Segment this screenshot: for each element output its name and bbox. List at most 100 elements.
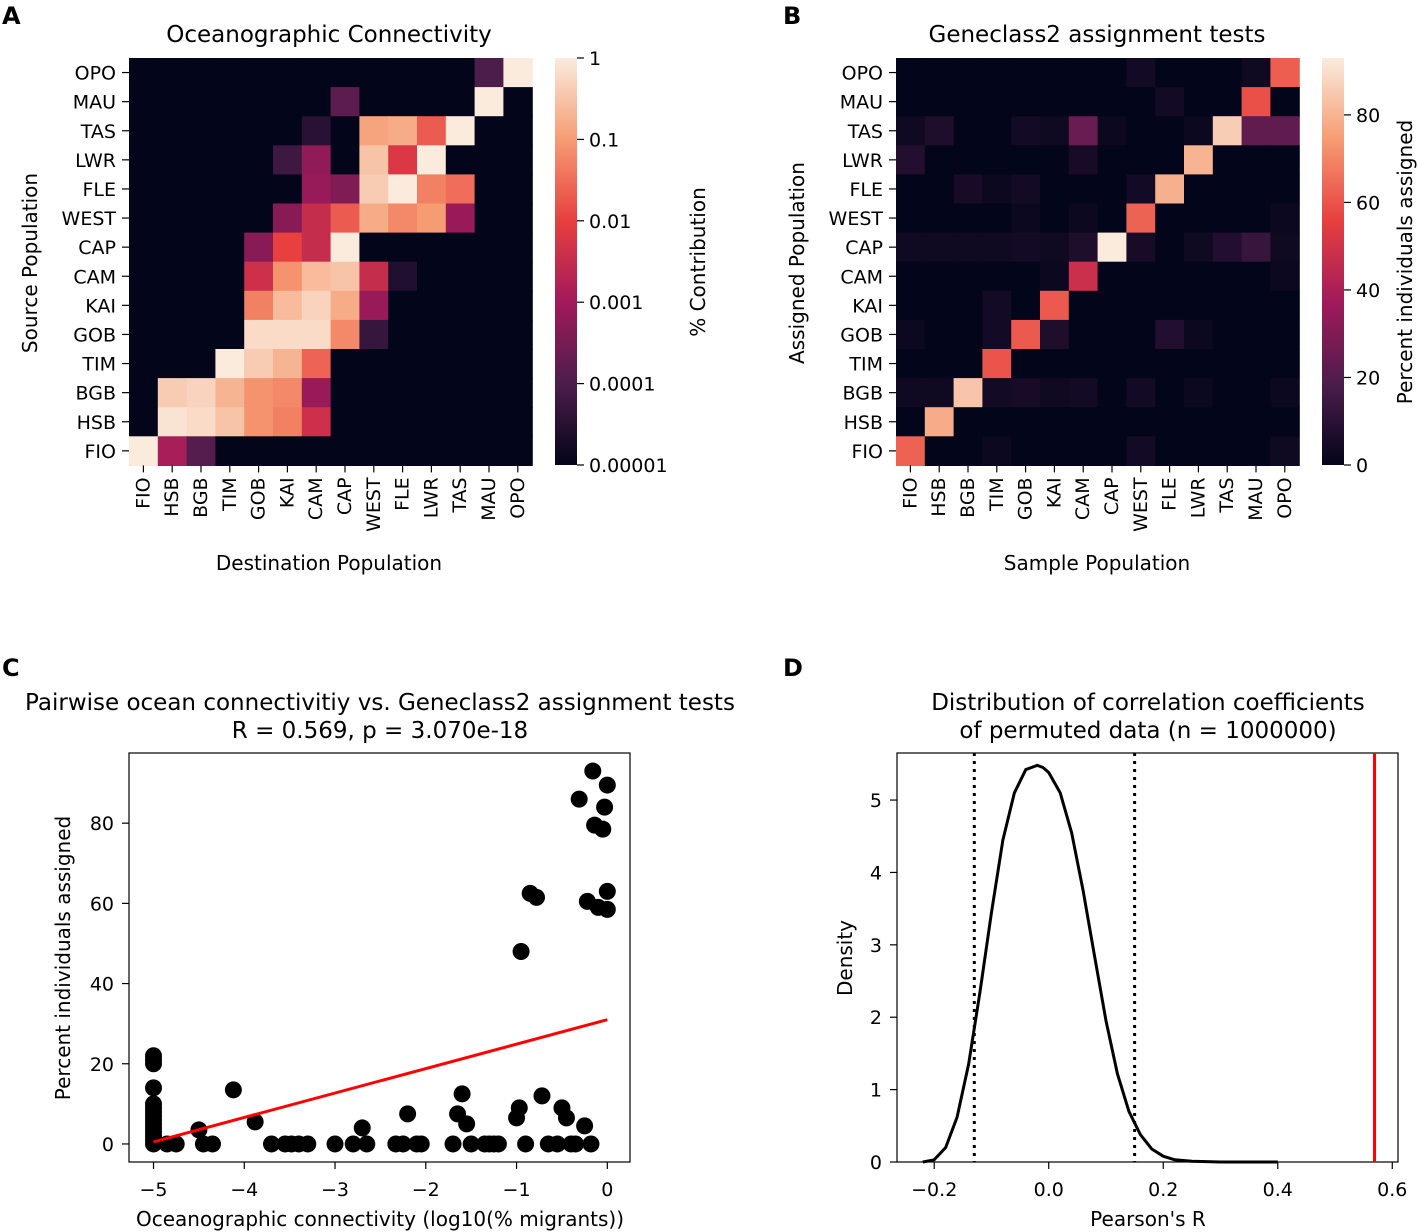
- heatmap-cell: [1270, 174, 1300, 205]
- panel-d-density-curve: [922, 763, 1278, 1164]
- heatmap-cell: [1068, 203, 1099, 234]
- heatmap-cell: [1040, 349, 1070, 379]
- scatter-point: [528, 888, 546, 906]
- heatmap-cell: [388, 174, 418, 205]
- heatmap-cell: [1212, 174, 1243, 205]
- heatmap-cell: [273, 174, 303, 205]
- heatmap-cell: [924, 145, 955, 175]
- heatmap-cell: [1212, 378, 1243, 408]
- heatmap-cell: [1212, 145, 1243, 175]
- scatter-point: [567, 1135, 585, 1153]
- heatmap-cell: [215, 116, 245, 146]
- heatmap-cell: [129, 319, 159, 350]
- heatmap-cell: [896, 203, 926, 234]
- panel-letter-d: D: [783, 654, 803, 682]
- x-tick-label: TIM: [219, 477, 241, 512]
- panel-b-colorbar: [1322, 58, 1344, 465]
- panel-a-colorbar-ticks: 1 0.1 0.01 0.001 0.0001 0.00001: [577, 48, 668, 477]
- x-tick-label: MAU: [1245, 477, 1267, 520]
- heatmap-cell: [953, 319, 983, 350]
- heatmap-cell: [445, 436, 476, 466]
- heatmap-cell: [417, 319, 447, 350]
- heatmap-cell: [953, 145, 983, 175]
- heatmap-cell: [953, 349, 983, 379]
- heatmap-cell: [1155, 116, 1185, 146]
- panel-d-axes-frame: [896, 752, 1399, 1163]
- scatter-point: [512, 942, 530, 960]
- heatmap-cell: [1097, 116, 1127, 146]
- heatmap-cell: [1270, 58, 1300, 88]
- heatmap-cell: [1241, 58, 1271, 88]
- heatmap-cell: [1270, 407, 1300, 437]
- heatmap-cell: [503, 436, 533, 466]
- x-tick-label: GOB: [1015, 477, 1037, 520]
- heatmap-cell: [1040, 232, 1070, 263]
- heatmap-cell: [503, 145, 533, 175]
- heatmap-cell: [1184, 203, 1214, 234]
- heatmap-cell: [330, 261, 360, 292]
- heatmap-cell: [1270, 319, 1300, 350]
- heatmap-cell: [330, 58, 360, 88]
- panel-b-x-ticks: FIO HSB BGB TIM GOB KAI CAM CAP WEST FLE LWR TAS MAU…: [899, 465, 1296, 532]
- heatmap-cell: [359, 436, 389, 466]
- heatmap-cell: [388, 290, 418, 321]
- scatter-point: [582, 1135, 600, 1153]
- heatmap-cell: [896, 174, 926, 205]
- x-tick-label: −3: [321, 1179, 349, 1201]
- heatmap-cell: [1011, 261, 1041, 292]
- scatter-point: [548, 1135, 566, 1153]
- colorbar-tick-label: 20: [1356, 367, 1380, 389]
- heatmap-cell: [301, 261, 332, 292]
- heatmap-cell: [129, 261, 159, 292]
- heatmap-cell: [982, 232, 1012, 263]
- heatmap-cell: [157, 145, 188, 175]
- heatmap-cell: [1011, 436, 1041, 466]
- panel-letter-a: A: [2, 2, 21, 30]
- heatmap-cell: [157, 232, 188, 263]
- heatmap-cell: [503, 116, 533, 146]
- heatmap-cell: [1040, 174, 1070, 205]
- x-tick-label: −1: [503, 1179, 531, 1201]
- y-tick-label: 20: [90, 1054, 114, 1076]
- heatmap-cell: [1270, 290, 1300, 321]
- panel-c-subtitle: R = 0.569, p = 3.070e-18: [232, 718, 528, 744]
- colorbar-tick-label: 0.001: [589, 292, 643, 314]
- heatmap-cell: [1126, 261, 1156, 292]
- heatmap-cell: [1212, 261, 1243, 292]
- heatmap-cell: [157, 203, 188, 234]
- heatmap-cell: [1155, 203, 1185, 234]
- heatmap-cell: [1011, 407, 1041, 437]
- heatmap-cell: [1241, 407, 1271, 437]
- heatmap-cell: [474, 174, 504, 205]
- heatmap-cell: [1068, 87, 1099, 117]
- x-tick-label: −4: [230, 1179, 258, 1201]
- y-tick-label: 80: [90, 813, 114, 835]
- heatmap-cell: [445, 378, 476, 408]
- heatmap-cell: [215, 203, 245, 234]
- heatmap-cell: [157, 261, 188, 292]
- y-tick-label: 60: [90, 893, 114, 915]
- heatmap-cell: [1040, 378, 1070, 408]
- scatter-point: [399, 1105, 417, 1123]
- heatmap-cell: [1126, 349, 1156, 379]
- heatmap-cell: [301, 145, 332, 175]
- heatmap-cell: [330, 290, 360, 321]
- heatmap-cell: [924, 87, 955, 117]
- panel-d-x-ticks: −0.2 0.0 0.2 0.4 0.6: [911, 1162, 1407, 1201]
- heatmap-cell: [244, 319, 274, 350]
- heatmap-cell: [417, 174, 447, 205]
- scatter-point: [489, 1135, 507, 1153]
- heatmap-cell: [301, 116, 332, 146]
- heatmap-cell: [244, 349, 274, 379]
- heatmap-cell: [330, 87, 360, 117]
- heatmap-cell: [388, 436, 418, 466]
- y-tick-label: CAP: [78, 237, 116, 259]
- y-tick-label: OPO: [75, 63, 116, 85]
- heatmap-cell: [474, 261, 504, 292]
- heatmap-cell: [445, 232, 476, 263]
- heatmap-cell: [301, 407, 332, 437]
- heatmap-cell: [388, 145, 418, 175]
- heatmap-cell: [1068, 407, 1099, 437]
- heatmap-cell: [896, 436, 926, 466]
- heatmap-cell: [273, 436, 303, 466]
